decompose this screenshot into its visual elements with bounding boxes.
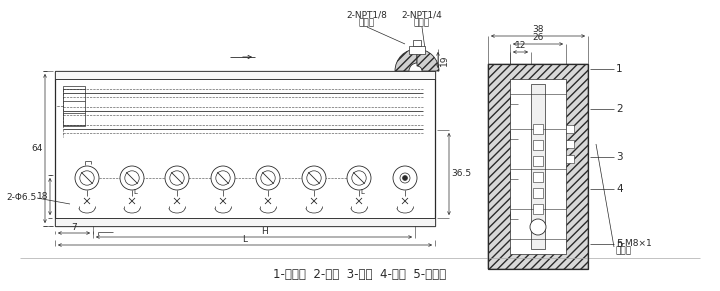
Text: 出油口: 出油口	[616, 246, 632, 255]
Text: 4: 4	[616, 184, 623, 194]
Bar	[510, 79, 566, 254]
Text: L: L	[133, 189, 138, 195]
Text: 36.5: 36.5	[451, 169, 471, 178]
Text: H: H	[261, 226, 267, 235]
Wedge shape	[417, 49, 439, 71]
Bar	[533, 188, 543, 198]
Text: L: L	[243, 235, 248, 244]
Text: 1-密封垫  2-阀芯  3-阀套  4-弹簧  5-橡胶球: 1-密封垫 2-阀芯 3-阀套 4-弹簧 5-橡胶球	[274, 269, 446, 281]
Text: 2: 2	[616, 104, 623, 114]
Circle shape	[120, 166, 144, 190]
Bar	[533, 140, 543, 150]
Bar	[533, 204, 543, 214]
Text: 19: 19	[440, 54, 449, 66]
Circle shape	[211, 166, 235, 190]
Text: 12: 12	[515, 41, 526, 50]
Text: 3: 3	[616, 152, 623, 162]
Text: 2-NPT1/4: 2-NPT1/4	[402, 10, 442, 19]
Bar	[566, 140, 574, 148]
Bar	[533, 124, 543, 134]
Wedge shape	[395, 49, 417, 71]
Bar	[533, 172, 543, 182]
Circle shape	[256, 166, 280, 190]
Bar	[409, 46, 425, 54]
Text: 5: 5	[616, 239, 623, 249]
Circle shape	[347, 166, 371, 190]
Text: 2-NPT1/8: 2-NPT1/8	[346, 10, 387, 19]
Text: 2-Φ6.5: 2-Φ6.5	[6, 194, 37, 203]
Text: L: L	[361, 189, 364, 195]
Text: 38: 38	[532, 25, 544, 34]
Text: 26: 26	[532, 33, 544, 42]
Text: 18: 18	[37, 192, 48, 201]
Bar	[531, 84, 545, 249]
Text: 1: 1	[616, 64, 623, 74]
Circle shape	[530, 219, 546, 235]
Bar	[488, 64, 588, 269]
Circle shape	[302, 166, 326, 190]
Text: 7: 7	[71, 223, 77, 232]
Text: 进油口: 进油口	[359, 18, 375, 27]
Bar	[63, 86, 85, 126]
Bar	[55, 218, 435, 226]
Bar	[55, 71, 435, 79]
Circle shape	[393, 166, 417, 190]
Text: 64: 64	[32, 144, 43, 153]
Text: 进气口: 进气口	[414, 18, 430, 27]
Bar	[488, 64, 588, 269]
Text: n-M8×1: n-M8×1	[616, 239, 652, 248]
Circle shape	[165, 166, 189, 190]
Bar	[566, 155, 574, 163]
Bar	[566, 125, 574, 133]
Circle shape	[75, 166, 99, 190]
Bar	[533, 156, 543, 166]
Bar	[55, 71, 435, 226]
Circle shape	[402, 175, 408, 180]
Bar	[413, 40, 421, 46]
